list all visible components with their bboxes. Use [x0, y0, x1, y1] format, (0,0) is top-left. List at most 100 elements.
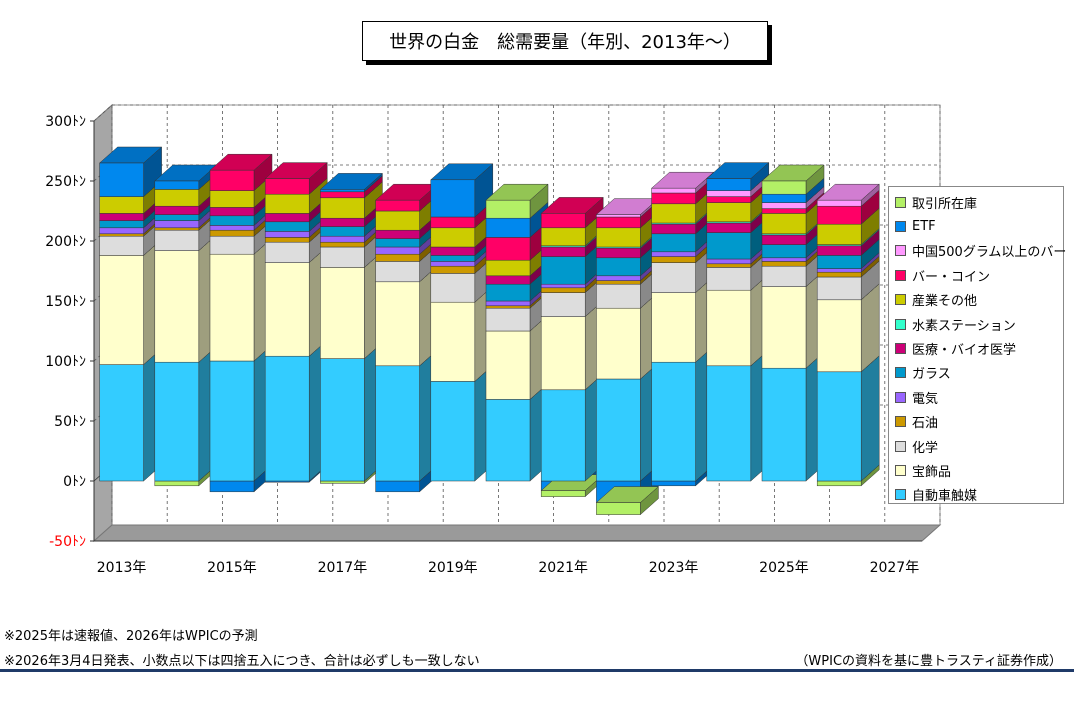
bar-segment [761, 257, 807, 262]
bar-segment [596, 216, 641, 229]
legend-label: 自動車触媒 [912, 489, 978, 505]
bar-segment [375, 261, 420, 283]
bar-segment [651, 251, 696, 257]
bar-segment [706, 289, 752, 367]
bar-segment [320, 197, 365, 219]
bar-segment [540, 256, 586, 285]
bar-segment [430, 301, 476, 382]
bar-stack-2014年 [154, 164, 218, 487]
legend-swatch [895, 343, 906, 355]
bar-segment [651, 203, 696, 224]
x-tick-label: 2013年 [97, 560, 147, 576]
chart-title-text: 世界の白金 総需要量（年別、2013年〜） [389, 32, 741, 53]
bar-segment [209, 253, 255, 362]
bar-segment [706, 202, 752, 223]
bars [93, 121, 922, 542]
legend-label: 水素ステーション [912, 318, 1016, 334]
legend-label: 石油 [912, 416, 939, 432]
bar-segment [320, 267, 365, 359]
bar-segment [375, 210, 420, 231]
bar-segment [816, 245, 862, 256]
legend-label: バー・コイン [912, 269, 991, 285]
bar-stack-2022年 [595, 198, 660, 516]
bar-segment [264, 178, 310, 195]
bar-segment [816, 371, 862, 482]
bar-segment [761, 265, 807, 287]
bar-segment [485, 237, 531, 261]
bar-segment [485, 305, 531, 309]
legend-swatch [895, 391, 906, 403]
y-tick-label: 250ﾄﾝ [45, 174, 86, 190]
bar-segment [540, 227, 586, 247]
bar-segment [154, 480, 200, 487]
legend-item: 電気 [895, 385, 1057, 409]
legend-label: 産業その他 [912, 294, 978, 310]
legend-item: ガラス [895, 361, 1057, 385]
bar-segment [99, 220, 144, 229]
bar-segment [320, 235, 365, 243]
bar-segment [540, 213, 586, 229]
bar-segment-side [860, 355, 880, 482]
legend-label: 医療・バイオ医学 [912, 343, 1017, 359]
y-tick-label: 50ﾄﾝ [54, 414, 86, 430]
bar-segment [209, 480, 255, 493]
bar-segment [706, 263, 752, 268]
legend-swatch [895, 440, 906, 452]
bar-segment [264, 213, 310, 223]
bar-segment [651, 187, 696, 194]
bar-segment [99, 162, 144, 197]
bar-segment [430, 216, 476, 229]
legend-label: 化学 [912, 440, 939, 456]
legend-swatch [895, 245, 906, 257]
bar-segment [706, 267, 752, 291]
legend-label: ETF [912, 219, 936, 235]
bar-segment [596, 378, 641, 482]
bar-segment [154, 189, 200, 207]
bar-segment [154, 361, 200, 482]
legend-item: ETF [895, 214, 1057, 238]
bar-segment [761, 180, 807, 195]
bar-segment [264, 231, 310, 238]
legend-item: 自動車触媒 [895, 483, 1057, 507]
bar-segment [375, 229, 420, 239]
legend-item: 宝飾品 [895, 458, 1057, 482]
bar-segment [540, 389, 586, 482]
bar-segment [485, 199, 531, 219]
footnote-2: ※2026年3月4日発表、小数点以下は四捨五入につき、合計は必ずしも一致しない [4, 654, 480, 669]
bar-segment [99, 255, 144, 365]
bar-segment [320, 246, 365, 268]
bar-segment [320, 241, 365, 248]
bar-segment [540, 316, 586, 391]
bar-stack-2023年 [650, 171, 715, 487]
x-tick-label: 2025年 [759, 560, 809, 576]
bar-segment [154, 229, 200, 251]
legend-item: 中国500グラム以上のバー [895, 239, 1066, 263]
y-tick-label: 0ﾄﾝ [63, 474, 86, 490]
bar-segment [540, 246, 586, 257]
bar-segment [375, 199, 420, 212]
bar-segment [320, 226, 365, 237]
bar-segment [430, 255, 476, 262]
bar-segment [485, 283, 531, 302]
bar-segment [761, 286, 807, 369]
bar-segment [485, 217, 531, 238]
bar-segment [154, 214, 200, 221]
bar-segment [209, 360, 255, 482]
source-note: （WPICの資料を基に豊トラスティ証券作成） [795, 654, 1062, 669]
bar-segment [706, 190, 752, 197]
bar-segment [99, 233, 144, 237]
bar-stack-2019年 [430, 163, 494, 482]
x-tick-label: 2019年 [428, 560, 478, 576]
bar-segment [264, 355, 310, 482]
bar-segment [320, 480, 365, 484]
x-tick-label: 2023年 [649, 560, 699, 576]
bar-segment [761, 208, 807, 214]
stacked-bar-chart: 300ﾄﾝ 250ﾄﾝ 200ﾄﾝ 150ﾄﾝ 100ﾄﾝ 50ﾄﾝ 0ﾄﾝ -50ﾄﾝ 20… [45, 103, 942, 576]
bar-segment [375, 365, 420, 482]
legend-swatch [895, 416, 906, 428]
bar-segment [320, 189, 365, 193]
bar-segment [706, 365, 752, 482]
bar-segment [485, 259, 531, 277]
bar-segment [430, 179, 476, 218]
bar-segment [264, 241, 310, 263]
